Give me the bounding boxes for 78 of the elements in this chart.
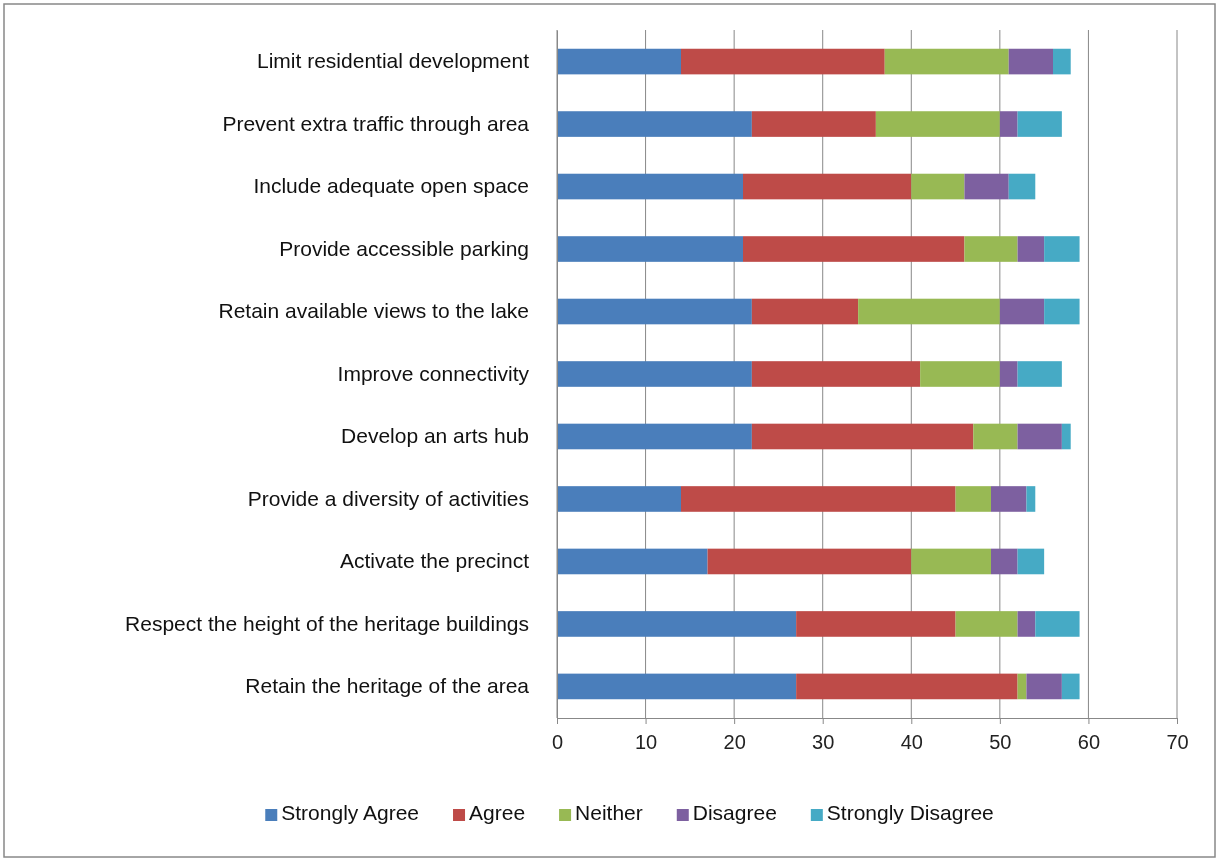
bar xyxy=(1053,48,1071,75)
y-tick-label: Retain the heritage of the area xyxy=(245,674,530,698)
legend-label: Strongly Disagree xyxy=(826,801,994,824)
bar xyxy=(557,611,797,637)
bar xyxy=(1008,173,1036,200)
y-tick-label: Retain available views to the lake xyxy=(218,299,529,323)
y-tick-label: Activate the precinct xyxy=(339,549,530,573)
bar xyxy=(557,486,681,512)
bar xyxy=(1017,361,1062,387)
bar xyxy=(1017,611,1036,637)
bar xyxy=(1061,673,1080,700)
bar xyxy=(796,611,956,637)
bar xyxy=(707,548,912,575)
y-tick-label: Develop an arts hub xyxy=(341,424,529,448)
bar xyxy=(751,423,974,450)
bar xyxy=(999,298,1045,325)
x-tick-label: 60 xyxy=(1077,731,1101,753)
legend-label: Agree xyxy=(469,801,526,824)
bar xyxy=(1017,236,1045,262)
bar xyxy=(1044,298,1080,325)
y-tick-label: Prevent extra traffic through area xyxy=(222,111,530,135)
bar xyxy=(796,673,1018,700)
bar xyxy=(557,548,708,575)
bar xyxy=(964,173,1009,200)
x-tick-label: 20 xyxy=(723,731,746,753)
bar xyxy=(973,423,1018,450)
bar xyxy=(751,298,859,325)
bar xyxy=(875,111,1000,137)
legend-label: Neither xyxy=(575,801,643,824)
bar xyxy=(1026,486,1036,512)
bar xyxy=(557,423,752,450)
bar xyxy=(557,298,752,325)
bar xyxy=(991,486,1027,512)
x-tick-label: 0 xyxy=(551,731,564,753)
legend-label: Strongly Agree xyxy=(281,801,420,824)
y-tick-label: Include adequate open space xyxy=(253,174,529,198)
x-tick-label: 10 xyxy=(634,731,658,753)
y-tick-label: Provide accessible parking xyxy=(279,236,529,260)
legend-label: Disagree xyxy=(692,801,777,824)
bar xyxy=(955,611,1018,637)
bar xyxy=(1017,111,1062,137)
bar xyxy=(557,48,681,75)
bar xyxy=(1017,423,1062,450)
bar xyxy=(743,173,912,200)
bar xyxy=(743,236,965,262)
x-tick-label: 50 xyxy=(989,731,1012,753)
bar xyxy=(955,486,991,512)
y-tick-label: Provide a diversity of activities xyxy=(247,486,529,510)
bar xyxy=(557,236,743,262)
bar xyxy=(991,548,1018,575)
y-tick-label: Respect the height of the heritage buildings xyxy=(125,611,529,635)
y-tick-label: Limit residential development xyxy=(257,49,530,73)
bar xyxy=(884,48,1009,75)
bar xyxy=(999,111,1018,137)
x-tick-label: 30 xyxy=(812,731,835,753)
y-tick-label: Improve connectivity xyxy=(337,361,530,385)
bar xyxy=(557,361,752,387)
bar xyxy=(557,111,752,137)
bar xyxy=(751,361,921,387)
bar xyxy=(751,111,876,137)
bar xyxy=(681,486,956,512)
bar xyxy=(1026,673,1062,700)
bar xyxy=(557,173,743,200)
bar xyxy=(1008,48,1053,75)
bar xyxy=(681,48,885,75)
bar xyxy=(999,361,1018,387)
bar xyxy=(1017,548,1045,575)
bar xyxy=(1061,423,1071,450)
bar xyxy=(858,298,1000,325)
x-tick-label: 70 xyxy=(1166,731,1189,753)
bar xyxy=(911,173,965,200)
bar xyxy=(911,548,991,575)
x-tick-label: 40 xyxy=(900,731,923,753)
bar xyxy=(964,236,1018,262)
bar xyxy=(1044,236,1080,262)
bar xyxy=(920,361,1000,387)
bar xyxy=(1035,611,1080,637)
bar xyxy=(557,673,797,700)
